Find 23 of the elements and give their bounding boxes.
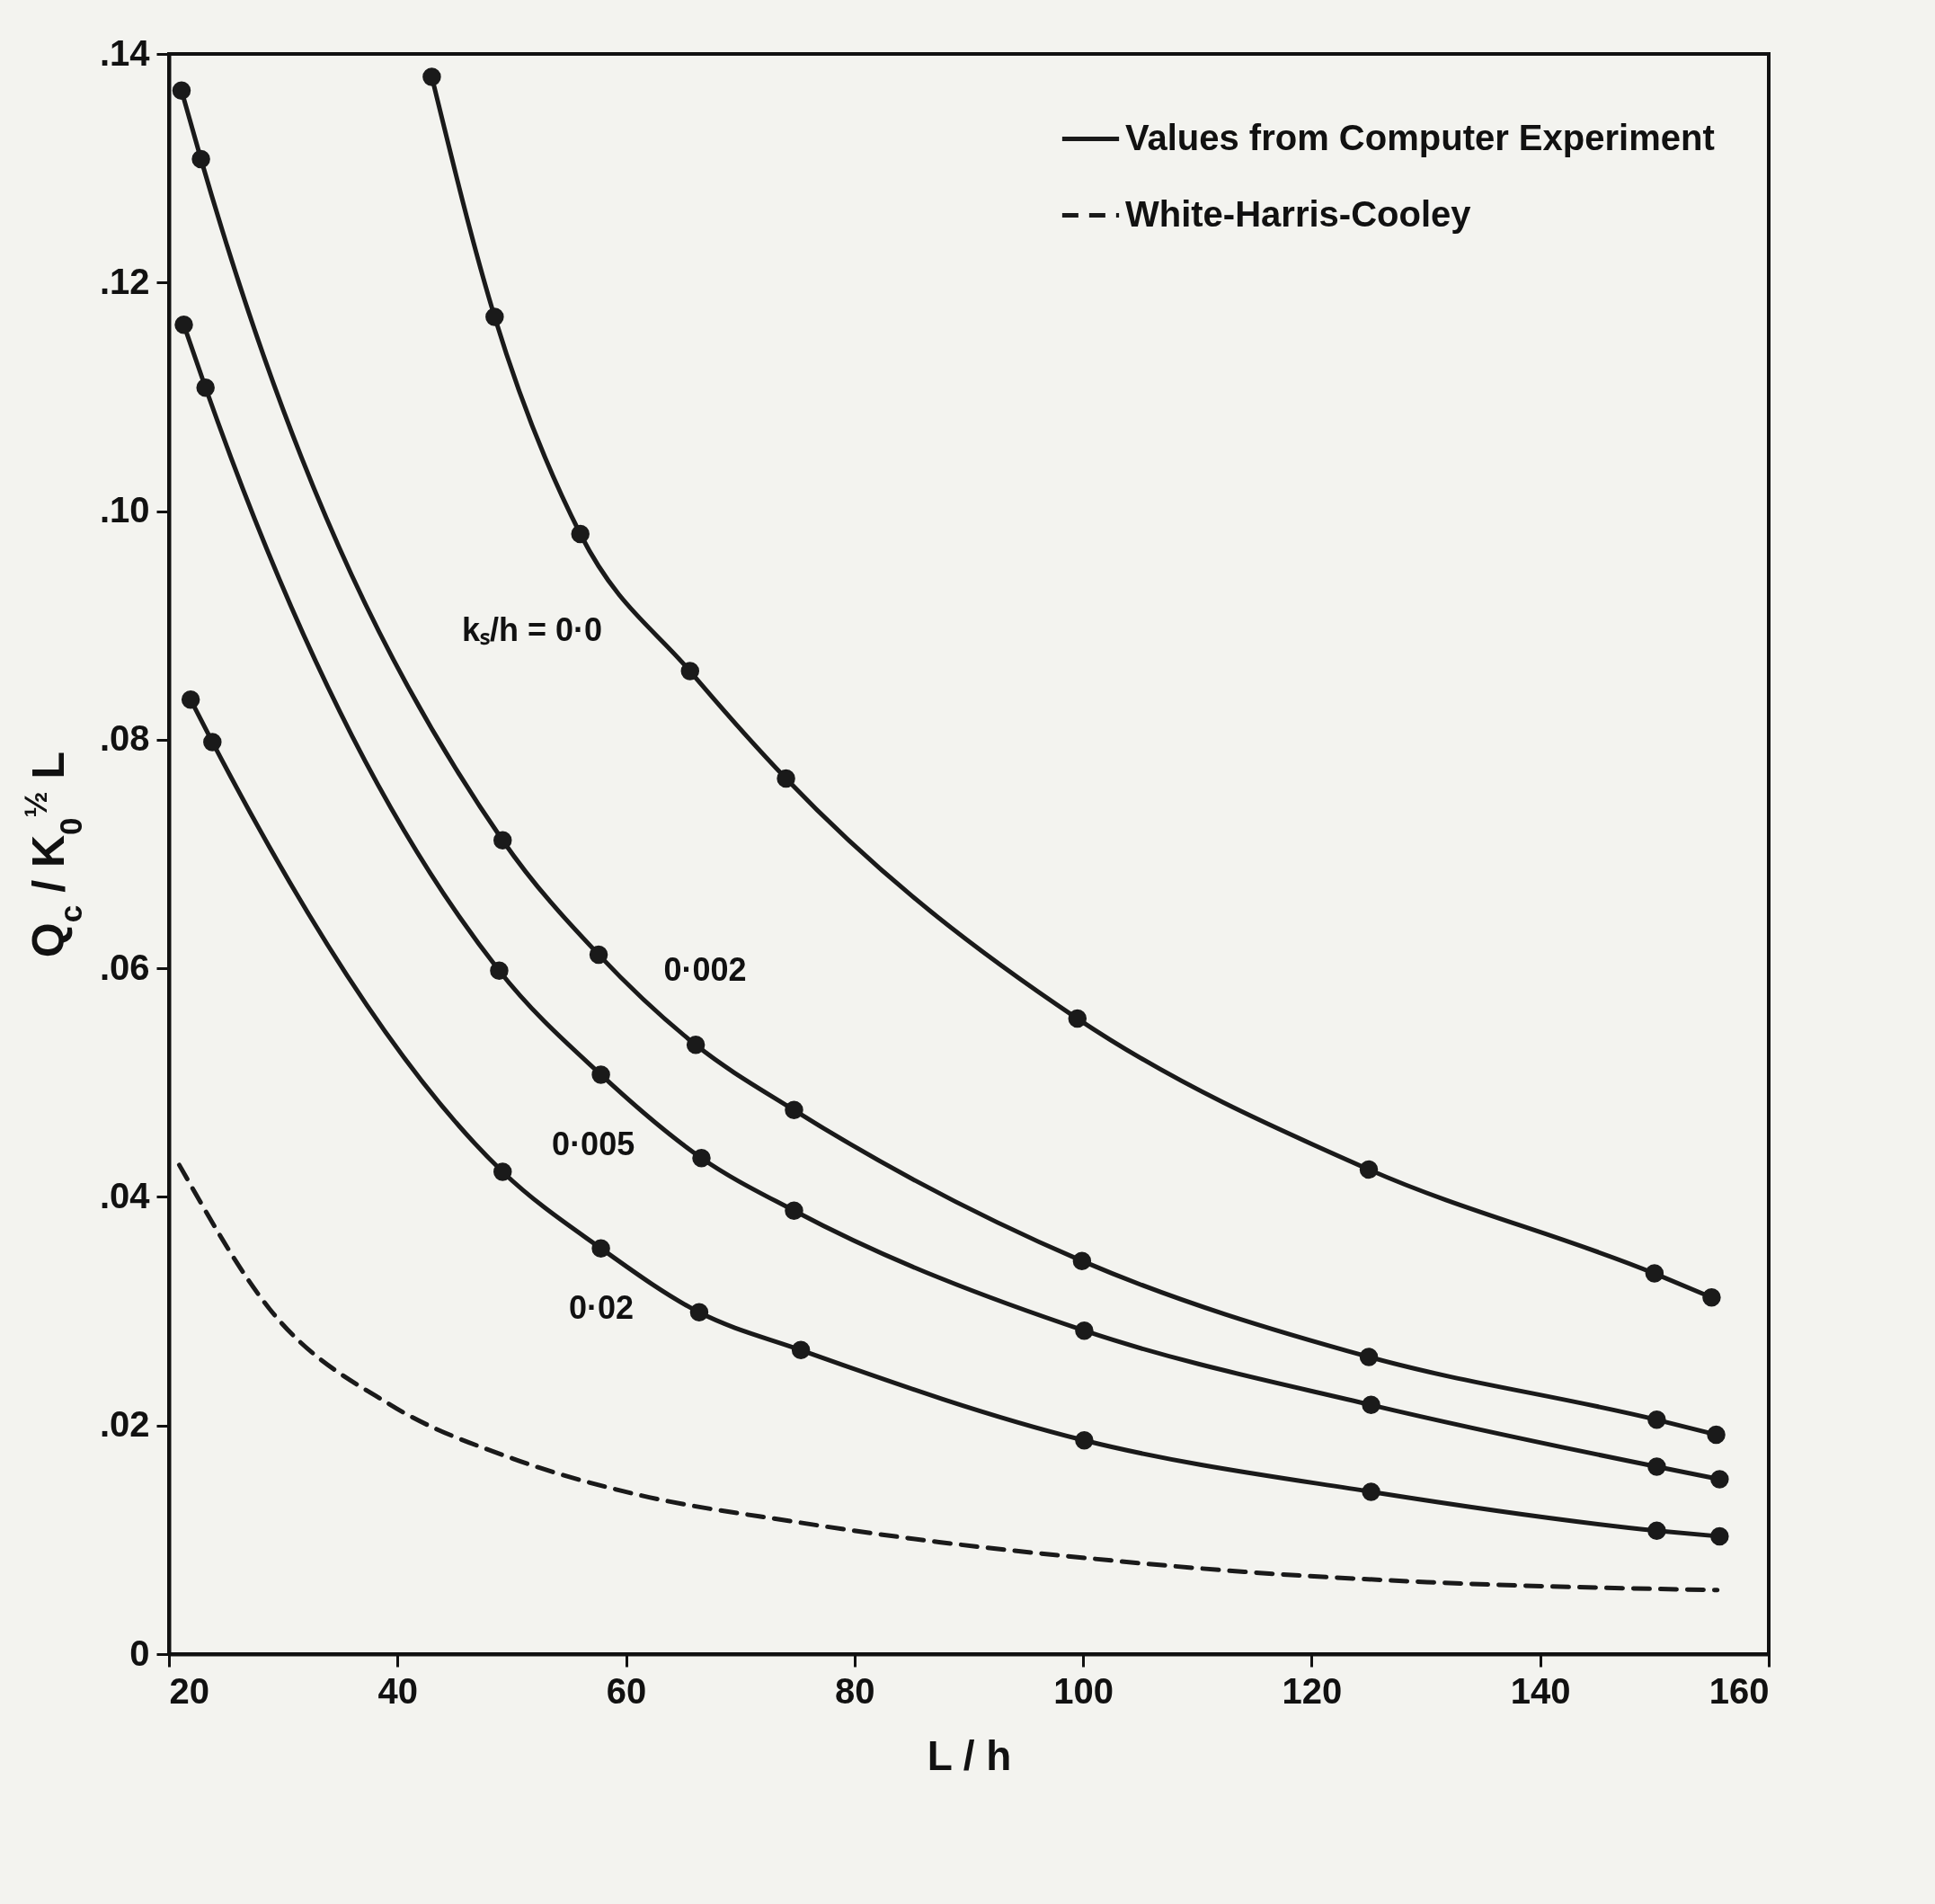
legend-label: White-Harris-Cooley bbox=[1125, 193, 1472, 234]
x-tick-label: 100 bbox=[1053, 1670, 1114, 1711]
series-label: 0·002 bbox=[663, 951, 747, 989]
series-label: 0·005 bbox=[552, 1125, 635, 1162]
y-tick-label: .02 bbox=[99, 1404, 150, 1445]
y-tick-label: .10 bbox=[99, 490, 150, 530]
x-tick-label: 40 bbox=[377, 1670, 419, 1711]
series-label: kₛ/h = 0·0 bbox=[461, 611, 602, 649]
x-tick-label: 20 bbox=[169, 1670, 209, 1711]
y-tick-label: 0 bbox=[129, 1633, 150, 1673]
x-tick-label: 80 bbox=[835, 1670, 875, 1711]
y-tick-label: .08 bbox=[99, 718, 150, 759]
x-tick-label: 120 bbox=[1282, 1670, 1343, 1711]
annotation: Values from Computer Experiment bbox=[1125, 117, 1715, 157]
y-tick-label: .04 bbox=[99, 1175, 151, 1215]
x-tick-label: 140 bbox=[1510, 1670, 1571, 1711]
x-tick-label: 160 bbox=[1709, 1670, 1770, 1711]
series-label: 0·02 bbox=[568, 1289, 634, 1327]
y-tick-label: .14 bbox=[99, 32, 151, 73]
y-tick-label: .12 bbox=[99, 261, 150, 301]
y-tick-label: .06 bbox=[99, 947, 150, 987]
x-tick-label: 60 bbox=[606, 1670, 647, 1711]
x-axis-title: L / h bbox=[927, 1731, 1012, 1779]
